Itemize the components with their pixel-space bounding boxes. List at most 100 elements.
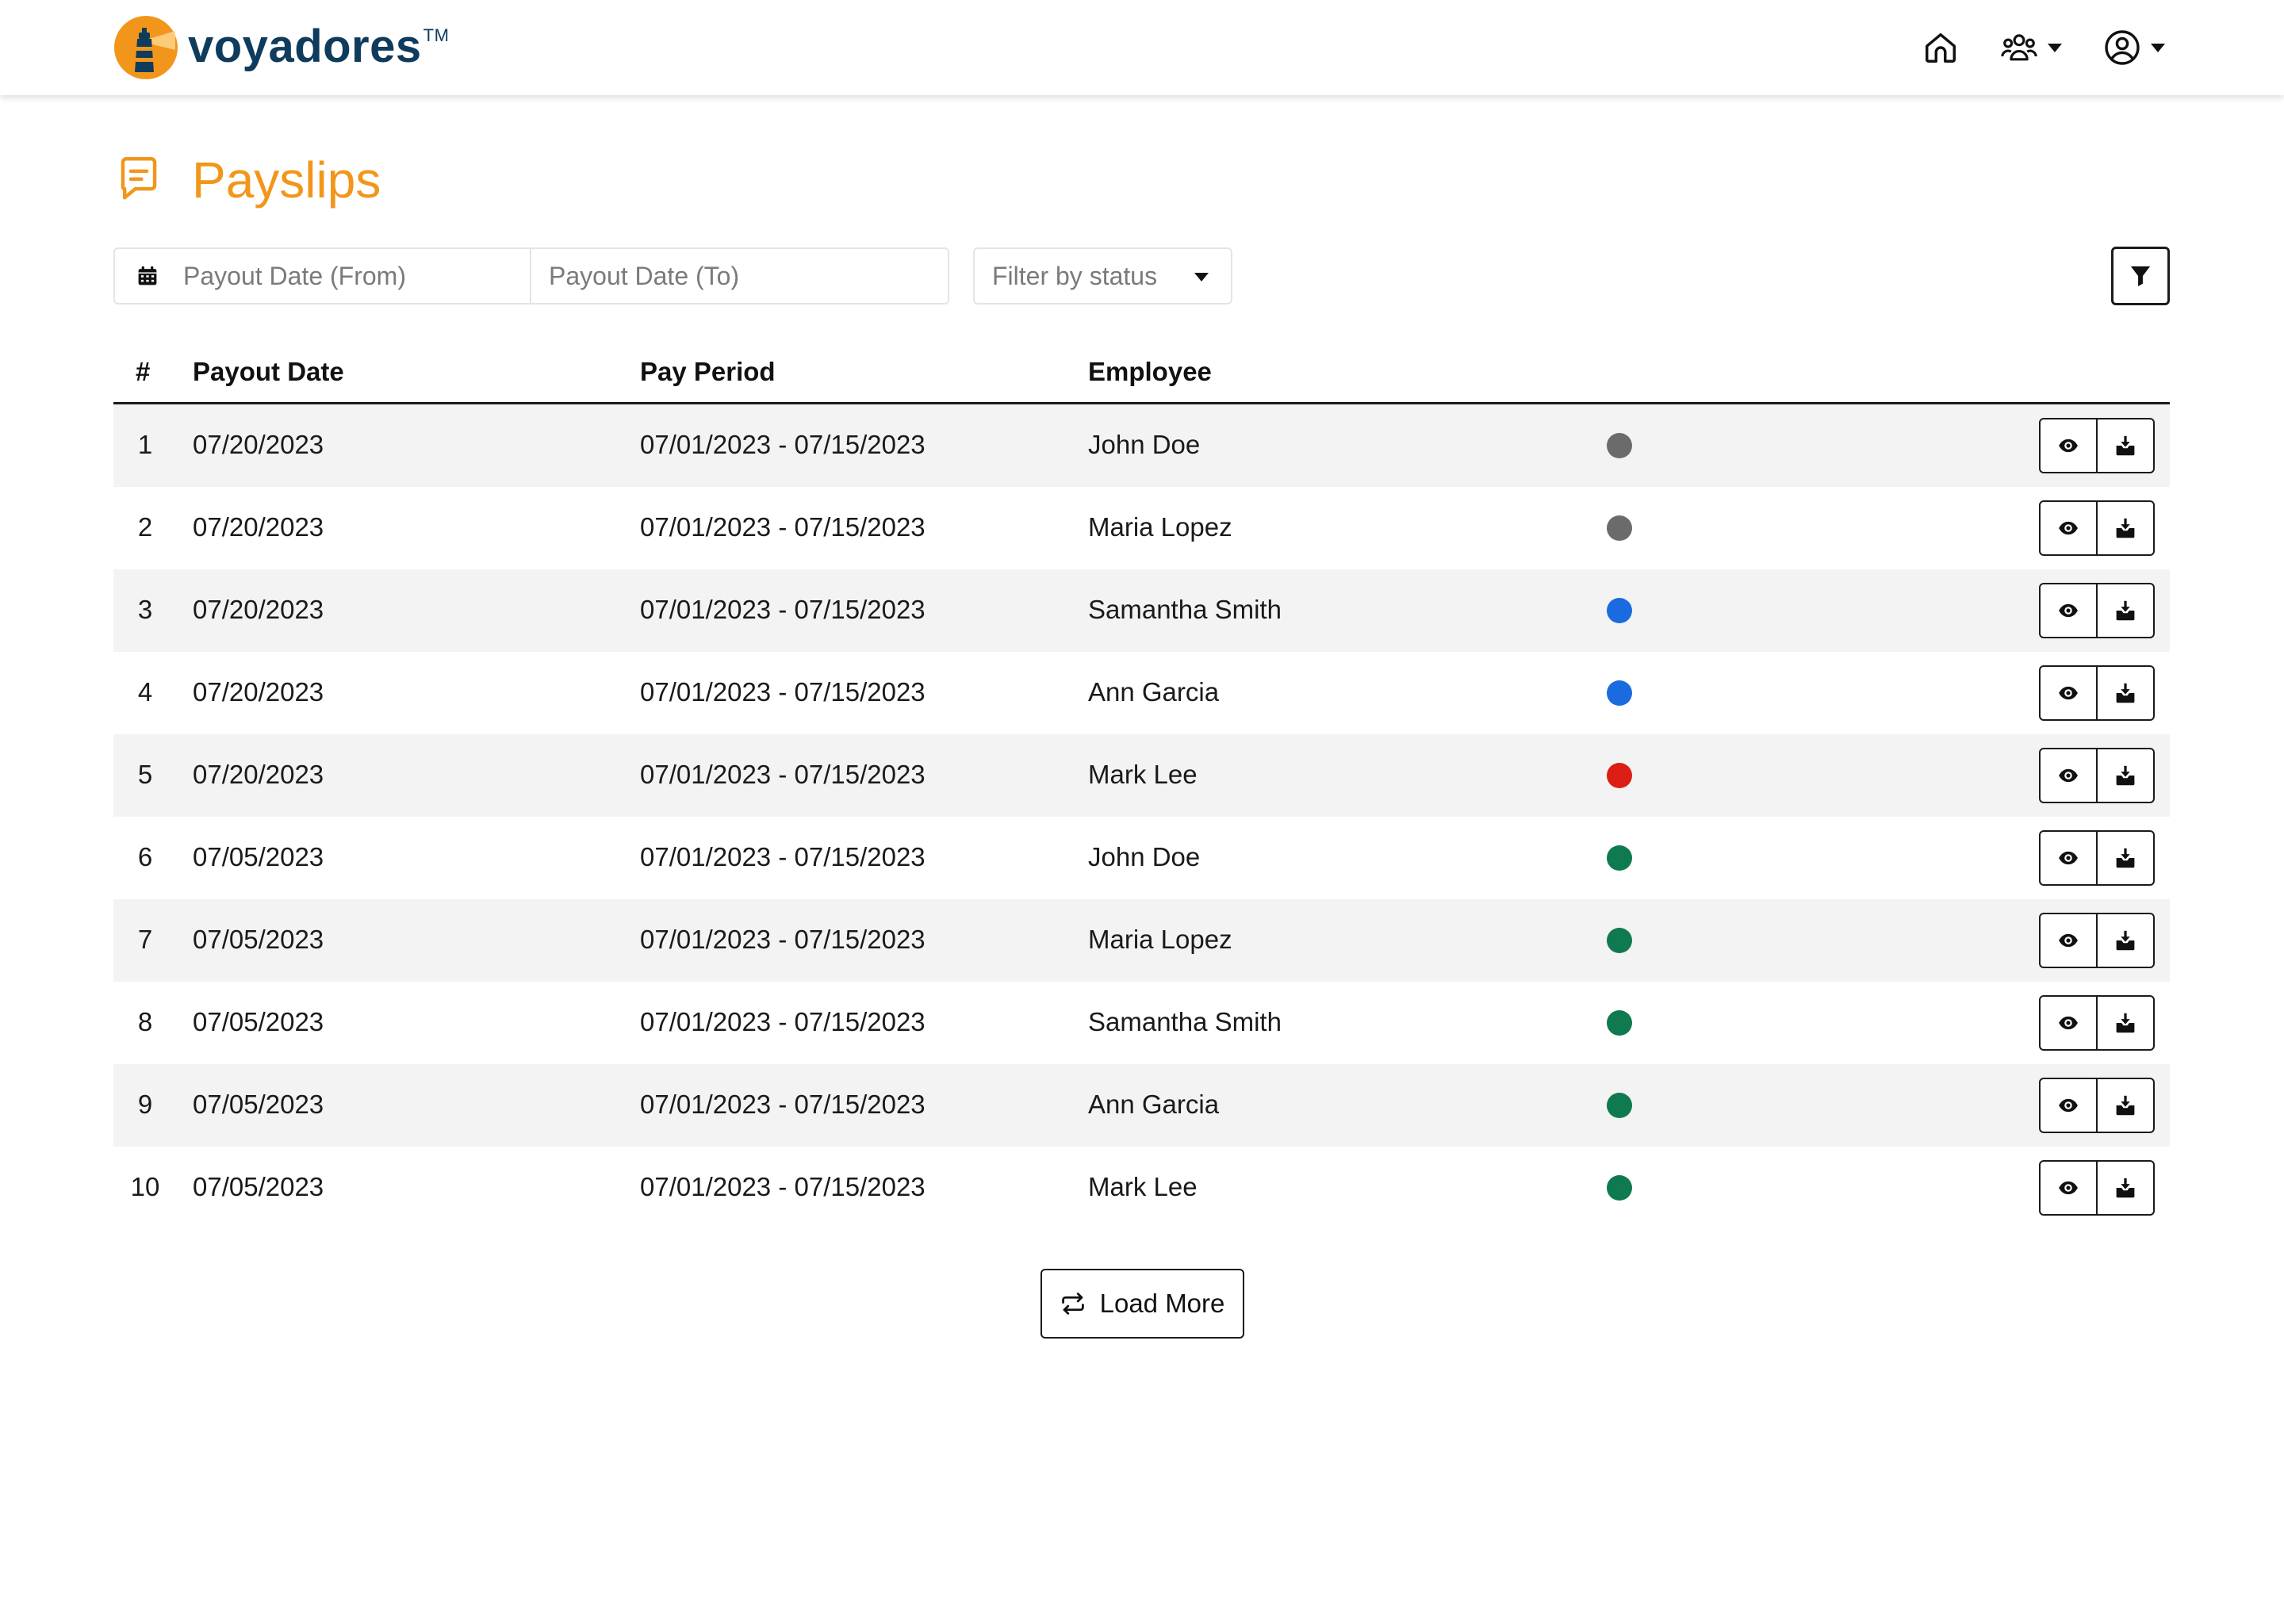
eye-icon: [2059, 439, 2078, 453]
row-number: 5: [137, 760, 153, 789]
chevron-down-icon: [2151, 43, 2165, 52]
view-payslip-button[interactable]: [2041, 997, 2096, 1049]
pay-period-cell: 07/01/2023 - 07/15/2023: [640, 512, 925, 542]
payout-date-cell: 07/20/2023: [193, 512, 324, 542]
view-payslip-button[interactable]: [2041, 749, 2096, 802]
download-payslip-button[interactable]: [2096, 667, 2153, 719]
download-payslip-button[interactable]: [2096, 997, 2153, 1049]
view-payslip-button[interactable]: [2041, 502, 2096, 554]
eye-icon: [2059, 851, 2078, 865]
employee-cell: Ann Garcia: [1088, 677, 1220, 707]
eye-icon: [2059, 768, 2078, 783]
employee-cell: Maria Lopez: [1088, 925, 1232, 954]
table-row: 10 07/05/2023 07/01/2023 - 07/15/2023 Mark …: [113, 1147, 2170, 1229]
pay-period-cell: 07/01/2023 - 07/15/2023: [640, 1172, 925, 1201]
account-menu-button[interactable]: [2103, 29, 2165, 67]
row-number: 7: [137, 925, 153, 954]
download-payslip-button[interactable]: [2096, 1079, 2153, 1132]
status-indicator-dot: [1607, 1093, 1632, 1118]
column-header-payout-date[interactable]: Payout Date: [193, 357, 344, 386]
column-header-pay-period[interactable]: Pay Period: [640, 357, 776, 386]
date-from-wrapper: [115, 249, 531, 303]
status-indicator-dot: [1607, 1010, 1632, 1036]
view-payslip-button[interactable]: [2041, 914, 2096, 967]
repeat-arrows-icon: [1061, 1293, 1084, 1315]
status-indicator-dot: [1607, 845, 1632, 871]
download-payslip-button[interactable]: [2096, 584, 2153, 637]
home-button[interactable]: [1922, 29, 1959, 66]
download-payslip-button[interactable]: [2096, 502, 2153, 554]
row-number: 6: [137, 842, 153, 871]
eye-icon: [2059, 1181, 2078, 1195]
table-row: 7 07/05/2023 07/01/2023 - 07/15/2023 Maria …: [113, 899, 2170, 982]
download-tray-icon: [2116, 683, 2135, 703]
row-actions: [2039, 913, 2155, 968]
brand-logo[interactable]: voyadoresTM: [113, 14, 449, 81]
row-actions: [2039, 418, 2155, 473]
chevron-down-icon: [2048, 43, 2062, 52]
pay-period-cell: 07/01/2023 - 07/15/2023: [640, 1007, 925, 1036]
page-title: Payslips: [117, 151, 381, 209]
row-actions: [2039, 995, 2155, 1051]
row-number: 1: [137, 430, 153, 459]
view-payslip-button[interactable]: [2041, 832, 2096, 884]
column-header-employee[interactable]: Employee: [1088, 357, 1212, 386]
payout-date-cell: 07/05/2023: [193, 925, 324, 954]
payout-date-to-input[interactable]: [549, 261, 929, 291]
view-payslip-button[interactable]: [2041, 1162, 2096, 1214]
payout-date-from-input[interactable]: [183, 261, 524, 291]
pay-period-cell: 07/01/2023 - 07/15/2023: [640, 842, 925, 871]
status-indicator-dot: [1607, 928, 1632, 953]
user-circle-icon: [2105, 30, 2140, 65]
payout-date-range-picker[interactable]: [113, 247, 949, 304]
date-to-wrapper: [531, 249, 948, 303]
status-filter-select[interactable]: Filter by status: [973, 247, 1232, 304]
pay-period-cell: 07/01/2023 - 07/15/2023: [640, 595, 925, 624]
column-header-number: #: [136, 357, 151, 386]
employee-cell: Samantha Smith: [1088, 1007, 1282, 1036]
employee-cell: Ann Garcia: [1088, 1090, 1220, 1119]
download-tray-icon: [2116, 848, 2135, 868]
status-indicator-dot: [1607, 433, 1632, 458]
view-payslip-button[interactable]: [2041, 584, 2096, 637]
eye-icon: [2059, 1098, 2078, 1113]
page-title-text: Payslips: [192, 151, 381, 209]
top-navbar: voyadoresTM: [0, 0, 2284, 95]
table-row: 3 07/20/2023 07/01/2023 - 07/15/2023 Samant…: [113, 569, 2170, 652]
table-row: 6 07/05/2023 07/01/2023 - 07/15/2023 John D…: [113, 817, 2170, 899]
download-tray-icon: [2116, 1095, 2135, 1116]
download-payslip-button[interactable]: [2096, 419, 2153, 472]
payout-date-cell: 07/05/2023: [193, 842, 324, 871]
pay-period-cell: 07/01/2023 - 07/15/2023: [640, 430, 925, 459]
view-payslip-button[interactable]: [2041, 667, 2096, 719]
employee-cell: John Doe: [1088, 430, 1201, 459]
calendar-icon: [138, 266, 157, 285]
download-payslip-button[interactable]: [2096, 914, 2153, 967]
load-more-button[interactable]: Load More: [1040, 1269, 1244, 1339]
lighthouse-logo-icon: [114, 16, 178, 79]
apply-filter-button[interactable]: [2111, 247, 2170, 305]
download-tray-icon: [2116, 435, 2135, 456]
download-tray-icon: [2116, 1178, 2135, 1198]
download-tray-icon: [2116, 518, 2135, 538]
payout-date-cell: 07/20/2023: [193, 760, 324, 789]
download-payslip-button[interactable]: [2096, 832, 2153, 884]
table-row: 4 07/20/2023 07/01/2023 - 07/15/2023 Ann Ga…: [113, 652, 2170, 734]
download-tray-icon: [2116, 600, 2135, 621]
download-tray-icon: [2116, 765, 2135, 786]
download-payslip-button[interactable]: [2096, 1162, 2153, 1214]
payout-date-cell: 07/20/2023: [193, 430, 324, 459]
view-payslip-button[interactable]: [2041, 419, 2096, 472]
view-payslip-button[interactable]: [2041, 1079, 2096, 1132]
receipt-icon: [121, 157, 157, 200]
trademark-mark: TM: [423, 25, 450, 45]
team-menu-button[interactable]: [2000, 29, 2062, 66]
brand-name-text: voyadores: [188, 20, 422, 72]
download-payslip-button[interactable]: [2096, 749, 2153, 802]
row-number: 4: [137, 677, 153, 707]
employee-cell: Mark Lee: [1088, 1172, 1198, 1201]
row-actions: [2039, 500, 2155, 556]
table-row: 2 07/20/2023 07/01/2023 - 07/15/2023 Maria …: [113, 487, 2170, 569]
header-actions: [1922, 24, 2165, 71]
table-row: 1 07/20/2023 07/01/2023 - 07/15/2023 John D…: [113, 404, 2170, 487]
